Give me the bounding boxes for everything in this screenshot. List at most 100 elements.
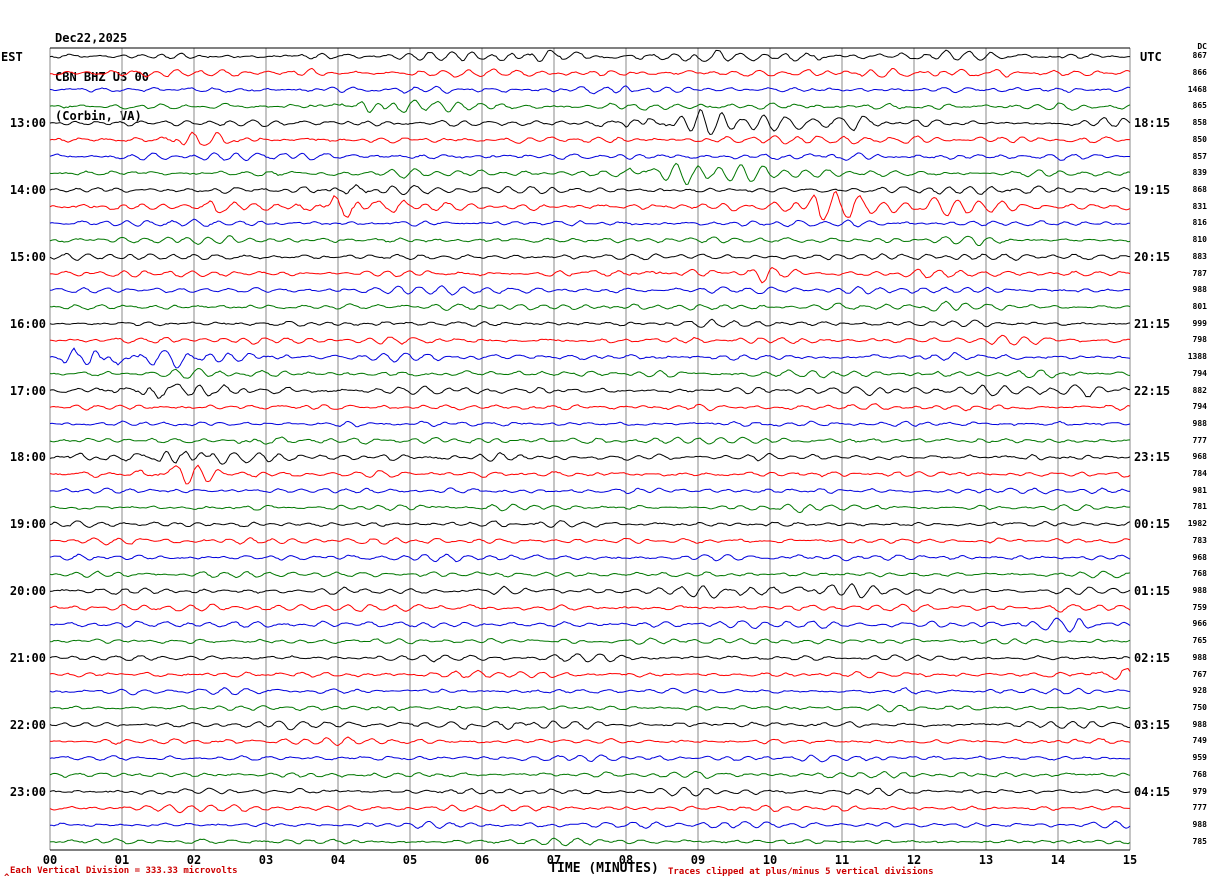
- dc-value: 810: [1192, 235, 1207, 245]
- seismogram-trace: [49, 603, 1131, 613]
- dc-value: 749: [1192, 736, 1207, 746]
- dc-value: 959: [1192, 753, 1207, 763]
- right-utc-label: 21:15: [1134, 316, 1171, 331]
- seismogram-trace: [49, 252, 1131, 261]
- seismogram-trace: [49, 503, 1130, 514]
- dc-value: 868: [1192, 185, 1207, 195]
- right-utc-label: 22:15: [1134, 383, 1171, 398]
- dc-value: 785: [1192, 836, 1207, 846]
- x-tick-label: 11: [834, 853, 850, 867]
- dc-value: 768: [1192, 569, 1207, 579]
- seismogram-trace: [49, 487, 1131, 495]
- seismogram-trace: [49, 184, 1131, 196]
- seismogram-trace: [49, 704, 1131, 713]
- seismogram-trace: [49, 218, 1131, 228]
- seismogram-trace: [49, 108, 1131, 136]
- left-hour-label: 23:00: [9, 784, 46, 799]
- dc-value: 839: [1192, 168, 1207, 178]
- right-axis-header: UTC: [1140, 50, 1162, 64]
- left-hour-label: 22:00: [9, 717, 46, 732]
- seismogram-trace: [49, 403, 1131, 412]
- seismogram-trace: [49, 637, 1131, 645]
- seismogram-trace: [49, 99, 1131, 114]
- seismogram-trace: [49, 736, 1131, 747]
- dc-value: 968: [1192, 452, 1207, 462]
- dc-value: 794: [1192, 402, 1207, 412]
- seismogram-trace: [49, 687, 1131, 696]
- right-utc-label: 04:15: [1134, 784, 1171, 799]
- dc-value: 981: [1192, 485, 1207, 495]
- dc-value: 988: [1192, 418, 1207, 428]
- dc-value: 816: [1192, 218, 1207, 228]
- seismogram-trace: [49, 235, 1131, 246]
- seismogram-trace: [49, 520, 1131, 528]
- right-utc-label: 00:15: [1134, 517, 1171, 532]
- seismogram-trace: [49, 420, 1131, 428]
- dc-value: 787: [1192, 268, 1207, 278]
- dc-value: 966: [1192, 619, 1207, 629]
- dc-value: 1388: [1187, 352, 1207, 362]
- seismogram-trace: [49, 464, 1131, 485]
- dc-value: 781: [1192, 502, 1207, 512]
- dc-value: 858: [1192, 118, 1207, 128]
- dc-value: 759: [1192, 602, 1207, 612]
- x-tick-label: 04: [330, 853, 346, 867]
- dc-value: 767: [1192, 669, 1207, 679]
- dc-value: 968: [1192, 552, 1207, 562]
- x-tick-label: 08: [618, 853, 634, 867]
- seismogram-trace: [49, 85, 1131, 95]
- title-block: Dec22,2025 CBN BHZ US 00 (Corbin, VA): [55, 6, 149, 149]
- dc-value: 928: [1192, 686, 1207, 696]
- x-tick-label: 00: [42, 853, 58, 867]
- dc-value: 765: [1192, 636, 1207, 646]
- dc-value: 777: [1192, 435, 1207, 445]
- seismogram-trace: [49, 318, 1131, 328]
- x-tick-label: 07: [546, 853, 562, 867]
- dc-value: 999: [1192, 318, 1207, 328]
- dc-value: 883: [1192, 251, 1207, 261]
- left-hour-label: 18:00: [9, 450, 46, 465]
- seismogram-trace: [49, 804, 1130, 814]
- right-utc-label: 03:15: [1134, 717, 1171, 732]
- title-date: Dec22,2025: [55, 31, 128, 45]
- right-utc-label: 01:15: [1134, 584, 1171, 599]
- right-utc-label: 19:15: [1134, 183, 1171, 198]
- x-tick-label: 12: [906, 853, 922, 867]
- dc-value: 798: [1192, 335, 1207, 345]
- clip-note: Traces clipped at plus/minus 5 vertical …: [668, 867, 934, 877]
- left-hour-label: 14:00: [9, 183, 46, 198]
- x-tick-label: 09: [690, 853, 706, 867]
- right-utc-label: 23:15: [1134, 450, 1171, 465]
- seismogram-trace: [49, 347, 1131, 369]
- left-hour-label: 15:00: [9, 249, 46, 264]
- x-tick-label: 06: [474, 853, 490, 867]
- dc-value: 988: [1192, 586, 1207, 596]
- dc-value: 768: [1192, 769, 1207, 779]
- seismogram-trace: [49, 383, 1131, 399]
- dc-value: 777: [1192, 803, 1207, 813]
- title-location: (Corbin, VA): [55, 109, 142, 123]
- dc-value: 850: [1192, 134, 1207, 144]
- left-hour-label: 19:00: [9, 517, 46, 532]
- seismogram-trace: [49, 334, 1131, 346]
- seismogram-trace: [49, 720, 1130, 731]
- dc-value: 783: [1192, 535, 1207, 545]
- seismogram-trace: [49, 820, 1131, 830]
- x-tick-label: 10: [762, 853, 778, 867]
- seismogram-trace: [49, 436, 1131, 445]
- seismogram-trace: [49, 553, 1131, 563]
- x-tick-label: 03: [258, 853, 274, 867]
- seismogram-trace: [49, 49, 1130, 63]
- seismogram-trace: [49, 837, 1131, 847]
- dc-value: 988: [1192, 652, 1207, 662]
- x-axis-title: TIME (MINUTES): [549, 861, 659, 876]
- left-hour-label: 17:00: [9, 383, 46, 398]
- left-hour-label: 20:00: [9, 584, 46, 599]
- dc-value: 1982: [1187, 519, 1207, 529]
- seismogram-trace: [49, 537, 1131, 546]
- x-tick-label: 02: [186, 853, 202, 867]
- right-utc-label: 18:15: [1134, 116, 1171, 131]
- x-tick-label: 15: [1122, 853, 1138, 867]
